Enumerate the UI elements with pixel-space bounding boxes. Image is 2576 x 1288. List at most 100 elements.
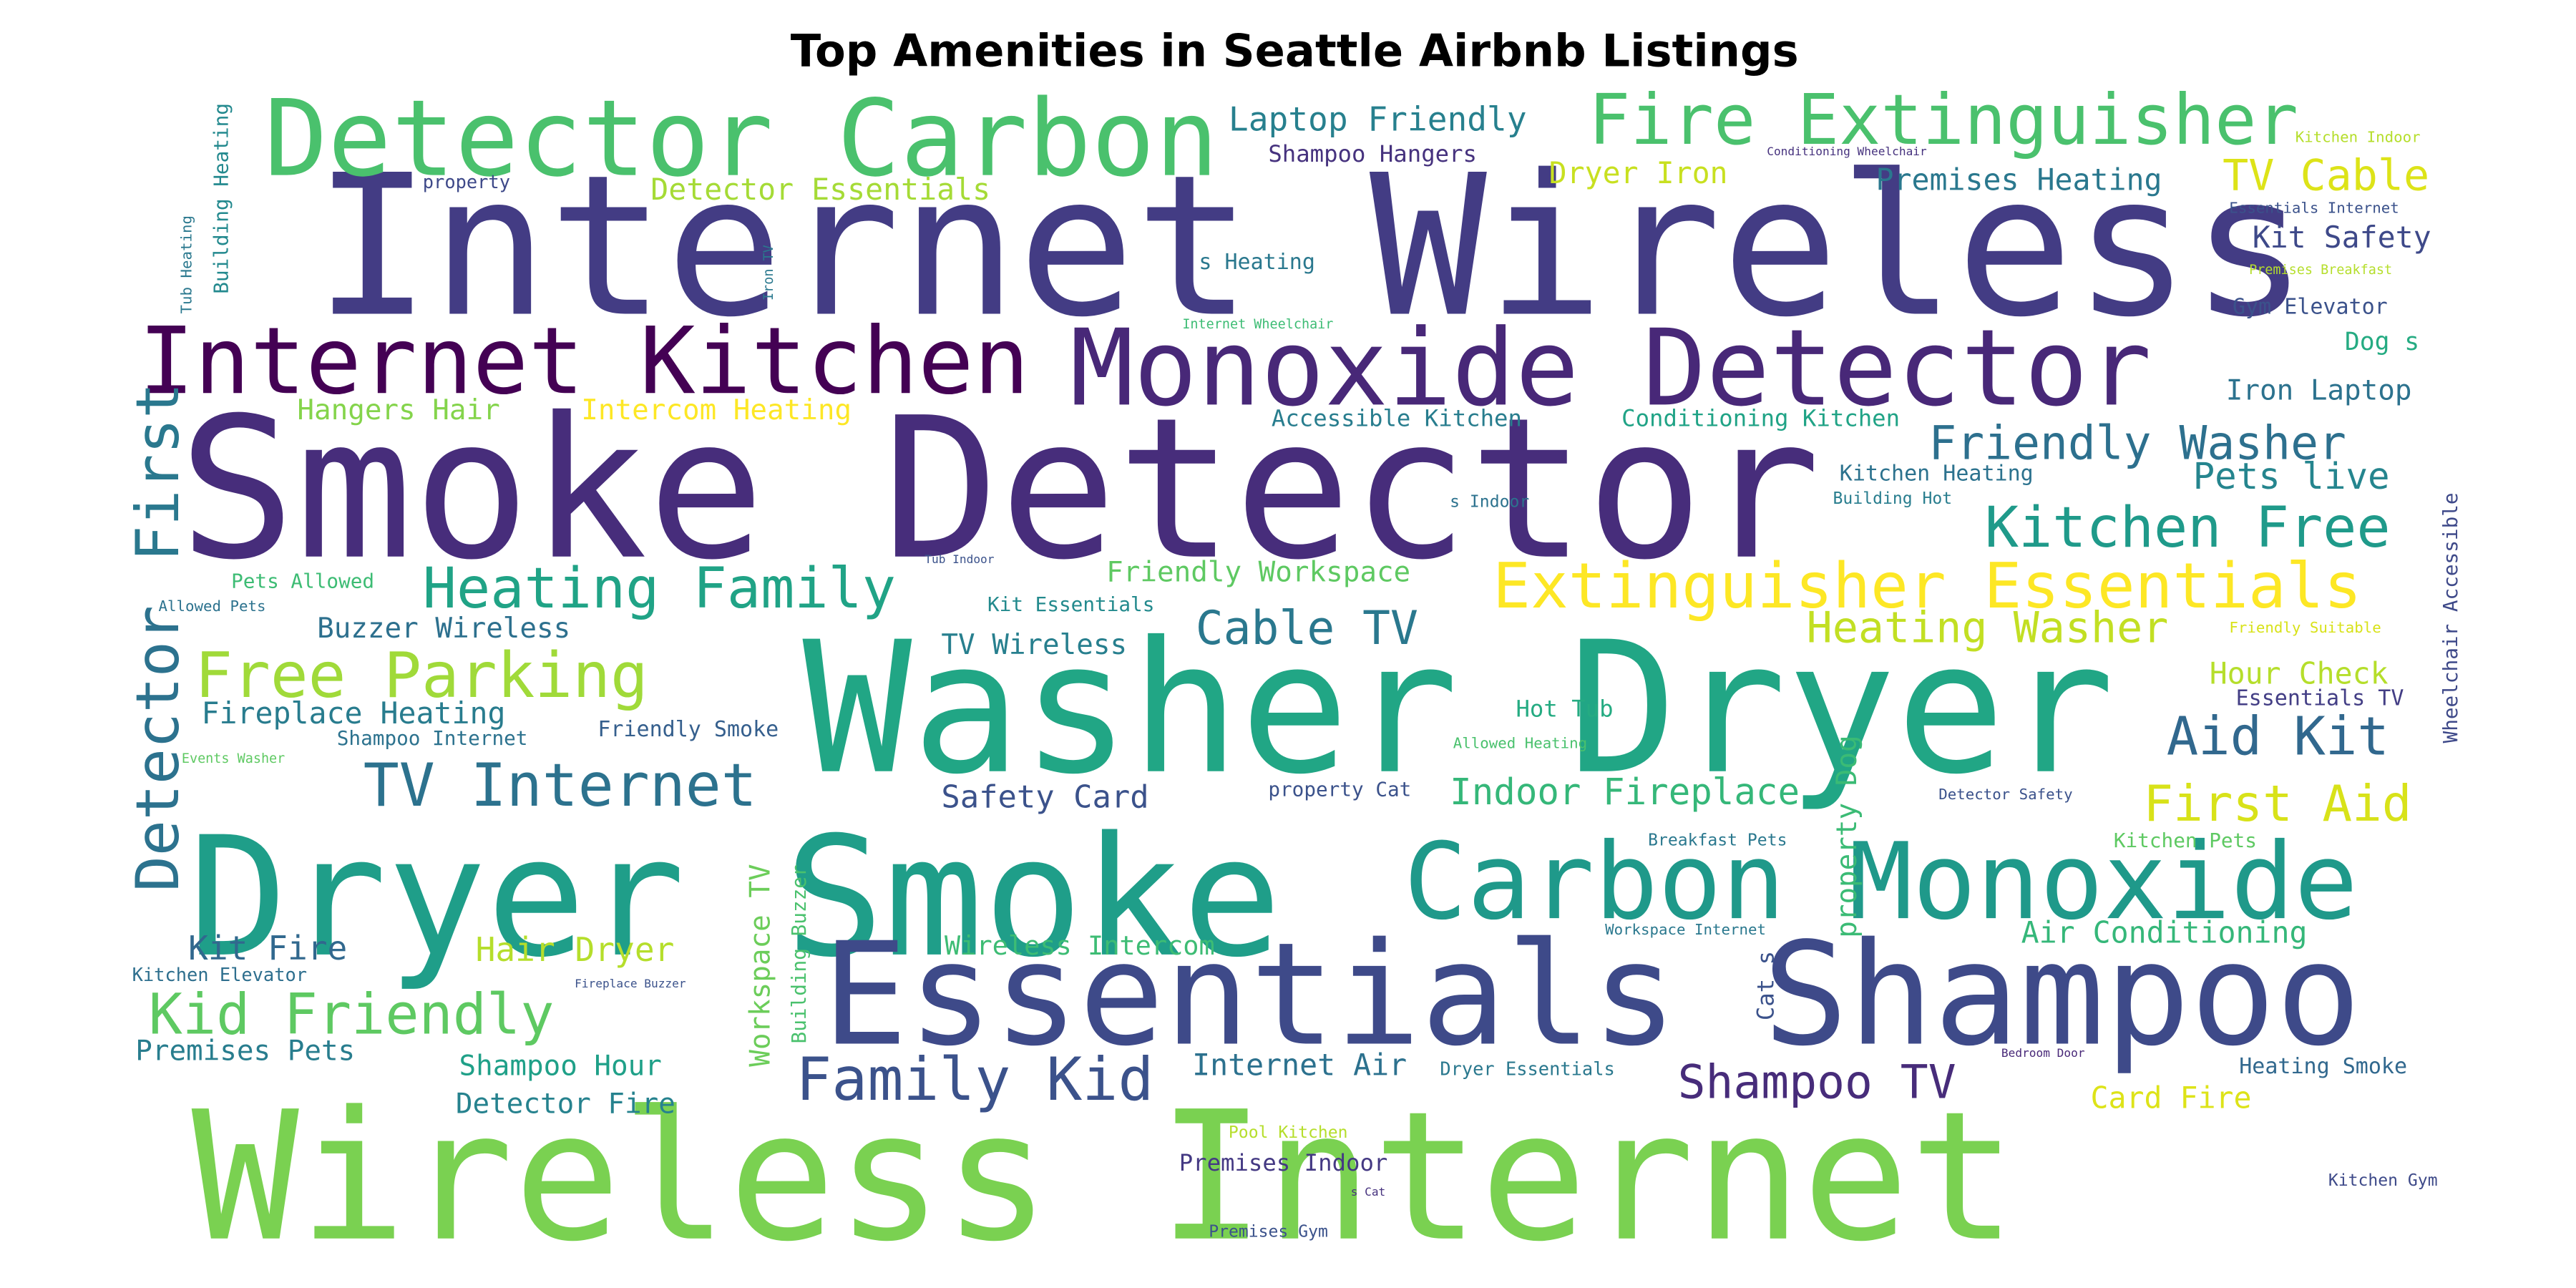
word-kitchen-gym: Kitchen Gym [2328, 1171, 2438, 1190]
word-tub-heating: Tub Heating [178, 215, 195, 313]
word-extinguisher-essentials: Extinguisher Essentials [1493, 550, 2361, 623]
word-s-indoor: s Indoor [1450, 492, 1529, 511]
word-allowed-heating: Allowed Heating [1453, 734, 1587, 751]
word-essentials-tv: Essentials TV [2236, 686, 2404, 711]
word-building-heating: Building Heating [209, 103, 233, 294]
word-conditioning-kitchen: Conditioning Kitchen [1621, 404, 1900, 431]
word-detector-safety: Detector Safety [1938, 786, 2072, 803]
word-events-washer: Events Washer [182, 751, 285, 766]
word-premises-indoor: Premises Indoor [1179, 1149, 1388, 1176]
word-building-hot: Building Hot [1833, 489, 1953, 508]
word-intercom-heating: Intercom Heating [581, 394, 852, 426]
word-safety-card: Safety Card [941, 779, 1148, 815]
word-internet-wireless: Internet Wireless [313, 133, 2308, 360]
word-dryer-essentials: Dryer Essentials [1440, 1058, 1614, 1079]
word-kit-essentials: Kit Essentials [987, 592, 1154, 616]
word-dog-s: Dog s [2345, 328, 2419, 356]
word-cable-tv: Cable TV [1196, 602, 1418, 655]
word-s-cat: s Cat [1351, 1185, 1386, 1199]
word-air-conditioning: Air Conditioning [2021, 915, 2308, 950]
word-kitchen-heating: Kitchen Heating [1840, 462, 2034, 487]
word-internet-air: Internet Air [1192, 1047, 1407, 1082]
word-friendly-suitable: Friendly Suitable [2229, 619, 2381, 636]
word-workspace-tv: Workspace TV [744, 864, 776, 1066]
word-kit-safety: Kit Safety [2253, 220, 2431, 255]
word-hair-dryer: Hair Dryer [476, 930, 675, 969]
word-tub-indoor: Tub Indoor [924, 552, 994, 566]
word-fireplace-buzzer: Fireplace Buzzer [575, 977, 686, 990]
word-hour-check: Hour Check [2210, 655, 2389, 691]
word-hangers-hair: Hangers Hair [297, 394, 499, 426]
word-property-cat: property Cat [1268, 777, 1411, 801]
word-card-fire: Card Fire [2091, 1080, 2252, 1115]
word-wheelchair-accessible: Wheelchair Accessible [2439, 492, 2462, 743]
word-aid-kit: Aid Kit [2167, 706, 2389, 768]
word-washer-dryer: Washer Dryer [803, 602, 2115, 814]
word-pets-live: Pets live [2193, 455, 2390, 497]
word-workspace-internet: Workspace Internet [1605, 921, 1766, 938]
word-internet-kitchen: Internet Kitchen [139, 308, 1030, 415]
word-kitchen-pets: Kitchen Pets [2114, 829, 2257, 852]
word-premises-breakfast: Premises Breakfast [2249, 263, 2392, 278]
word-detector-fire: Detector Fire [456, 1088, 675, 1120]
word-free-parking: Free Parking [195, 639, 648, 712]
word-kit-fire: Kit Fire [188, 929, 347, 967]
word-iron-laptop: Iron Laptop [2226, 374, 2412, 406]
word-laptop-friendly: Laptop Friendly [1229, 99, 1527, 138]
word-internet-wheelchair: Internet Wheelchair [1182, 317, 1333, 332]
word-heating-family: Heating Family [423, 555, 896, 621]
word-monoxide-detector: Monoxide Detector [1070, 306, 2152, 429]
word-dryer-iron: Dryer Iron [1549, 155, 1728, 190]
word-detector-essentials: Detector Essentials [650, 172, 990, 207]
word-heating-washer: Heating Washer [1807, 603, 2169, 653]
word-tv-internet: TV Internet [364, 751, 757, 820]
word-smoke-detector: Smoke Detector [178, 376, 1820, 603]
word-allowed-pets: Allowed Pets [159, 597, 266, 615]
chart-title: Top Amenities in Seattle Airbnb Listings [790, 26, 1799, 78]
word-premises-pets: Premises Pets [135, 1035, 355, 1068]
word-tv-cable: TV Cable [2223, 150, 2429, 200]
word-friendly-workspace: Friendly Workspace [1106, 556, 1410, 588]
word-accessible-kitchen: Accessible Kitchen [1272, 404, 1522, 431]
word-premises-heating: Premises Heating [1876, 162, 2162, 197]
word-pets-allowed: Pets Allowed [231, 570, 374, 593]
word-friendly-smoke: Friendly Smoke [597, 717, 779, 742]
word-iron-tv: Iron TV [761, 245, 776, 301]
word-s-heating: s Heating [1199, 250, 1315, 275]
word-first-aid: First Aid [2143, 776, 2411, 833]
word-fire-extinguisher: Fire Extinguisher [1589, 79, 2298, 160]
word-essentials-shampoo: Essentials Shampoo [822, 912, 2361, 1077]
word-friendly-washer: Friendly Washer [1928, 417, 2346, 471]
word-cat-s: Cat s [1752, 951, 1779, 1020]
word-dryer-smoke: Dryer Smoke [188, 802, 1282, 994]
word-shampoo-hangers: Shampoo Hangers [1268, 140, 1477, 167]
word-kitchen-indoor: Kitchen Indoor [2296, 128, 2421, 145]
word-shampoo-tv: Shampoo TV [1678, 1056, 1956, 1110]
word-kitchen-elevator: Kitchen Elevator [132, 964, 307, 985]
word-essentials-internet: Essentials Internet [2229, 200, 2399, 217]
word-detector: Detector [123, 605, 192, 892]
word-indoor-fireplace: Indoor Fireplace [1450, 771, 1800, 813]
word-kid-friendly: Kid Friendly [149, 982, 555, 1048]
word-fireplace-heating: Fireplace Heating [202, 696, 506, 731]
word-shampoo-hour: Shampoo Hour [459, 1050, 662, 1082]
word-building-buzzer: Building Buzzer [787, 864, 811, 1043]
word-buzzer-wireless: Buzzer Wireless [317, 613, 570, 645]
word-bedroom-door: Bedroom Door [2001, 1046, 2085, 1060]
word-heating-smoke: Heating Smoke [2239, 1054, 2407, 1079]
word-gym-elevator: Gym Elevator [2233, 294, 2388, 319]
word-carbon-monoxide: Carbon Monoxide [1404, 820, 2358, 943]
word-pool-kitchen: Pool Kitchen [1229, 1123, 1348, 1142]
word-wireless-intercom: Wireless Intercom [945, 930, 1215, 961]
word-wireless-internet: Wireless Internet [192, 1073, 2017, 1281]
word-shampoo-internet: Shampoo Internet [337, 726, 528, 750]
word-hot-tub: Hot Tub [1516, 696, 1613, 723]
word-tv-wireless: TV Wireless [941, 629, 1127, 661]
word-conditioning-wheelchair: Conditioning Wheelchair [1767, 145, 1927, 158]
word-detector-carbon: Detector Carbon [264, 77, 1219, 200]
word-premises-gym: Premises Gym [1209, 1222, 1328, 1241]
word-property: property [423, 171, 510, 192]
word-family-kid: Family Kid [796, 1045, 1153, 1114]
